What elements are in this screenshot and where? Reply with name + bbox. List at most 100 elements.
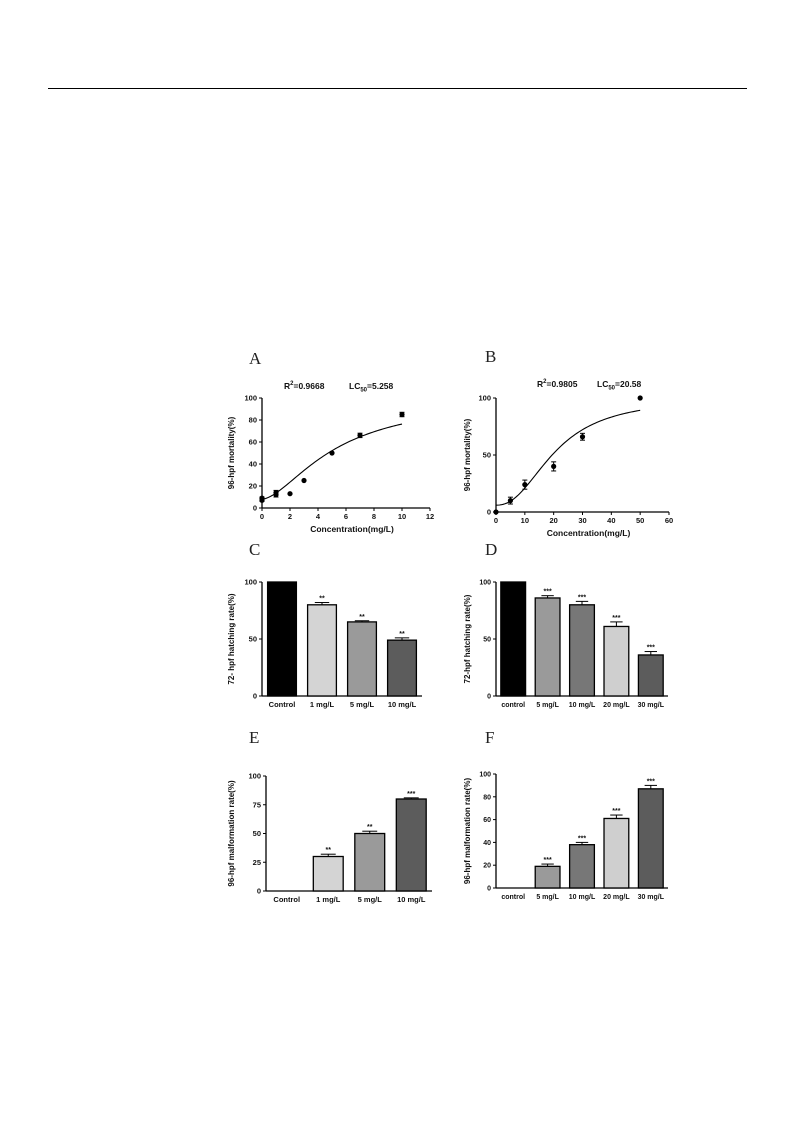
panel-label-a: A: [249, 349, 262, 368]
r-squared-a: R2=0.9668: [284, 381, 325, 391]
category-label: 5 mg/L: [350, 700, 375, 709]
data-point: [273, 490, 279, 496]
significance-marker: ***: [578, 594, 586, 601]
category-label: control: [501, 894, 525, 901]
y-tick-label: 100: [244, 394, 257, 403]
fit-curve: [261, 423, 403, 500]
category-label: 5 mg/L: [358, 895, 383, 904]
category-label: 20 mg/L: [603, 702, 630, 709]
panel-label-c: C: [249, 540, 261, 559]
y-axis-label: 72-hpf hatching rate(%): [463, 594, 472, 683]
bar: [568, 844, 596, 889]
category-label: 30 mg/L: [638, 894, 665, 901]
significance-marker: ***: [544, 589, 552, 596]
data-point: [357, 432, 363, 438]
significance-marker: **: [367, 824, 373, 831]
y-tick-label: 80: [249, 416, 257, 425]
y-tick-label: 0: [487, 694, 491, 701]
chart-panel-a: 0 20 40 60 80 100 96-hpf mortality(%) 0 2 4 6 8 10 12…: [227, 394, 434, 535]
bar: [568, 604, 596, 697]
y-axis-label: 96-hpf malformation rate(%): [227, 780, 236, 887]
header-rule: [48, 88, 747, 89]
x-tick-label: 60: [665, 516, 673, 525]
data-point: [551, 463, 557, 469]
y-tick-label: 100: [479, 580, 491, 587]
data-point: [399, 411, 405, 418]
category-label: control: [501, 702, 525, 709]
significance-marker: **: [326, 847, 332, 854]
bar: [266, 581, 298, 697]
y-tick-label: 0: [257, 887, 261, 896]
y-axis-label: 72- hpf hatching rate(%): [227, 593, 236, 684]
data-point: [637, 395, 643, 401]
x-tick-label: 8: [372, 512, 376, 521]
y-tick-label: 60: [483, 817, 491, 824]
x-tick-label: 12: [426, 512, 434, 521]
category-label: 10 mg/L: [569, 702, 596, 709]
category-label: Control: [269, 700, 296, 709]
data-point: [287, 491, 293, 497]
y-tick-label: 40: [249, 460, 257, 469]
y-axis-label: 96-hpf mortality(%): [227, 416, 236, 489]
bar: [637, 788, 664, 889]
bar: [312, 855, 344, 892]
y-tick-label: 40: [483, 840, 491, 847]
y-tick-label: 0: [253, 692, 257, 701]
data-point: [507, 498, 514, 504]
significance-marker: **: [359, 614, 365, 621]
y-tick-label: 100: [478, 394, 491, 403]
y-tick-label: 60: [249, 438, 257, 447]
x-tick-label: 30: [578, 516, 586, 525]
chart-panel-b: 0 50 100 96-hpf mortality(%) 0 10 20 30 40 50 60 Co…: [463, 394, 673, 539]
bar: [534, 865, 561, 889]
bar: [534, 597, 561, 697]
significance-marker: ***: [407, 791, 415, 798]
bar: [603, 625, 630, 697]
y-tick-label: 0: [487, 508, 491, 517]
y-tick-label: 0: [253, 504, 257, 513]
x-tick-label: 20: [549, 516, 557, 525]
fit-curve: [495, 409, 641, 506]
category-label: 10 mg/L: [569, 894, 596, 901]
y-tick-label: 100: [479, 772, 491, 779]
x-tick-label: 2: [288, 512, 292, 521]
data-point: [493, 509, 499, 515]
data-point: [301, 477, 307, 484]
data-point: [259, 495, 265, 501]
bar: [603, 817, 630, 889]
panel-label-b: B: [485, 347, 497, 366]
significance-marker: ***: [612, 615, 620, 622]
significance-marker: ***: [612, 808, 620, 815]
bar: [500, 581, 527, 697]
significance-marker: ***: [647, 778, 655, 785]
y-tick-label: 25: [253, 858, 261, 867]
x-axis-label: Concentration(mg/L): [547, 528, 631, 538]
r-squared-b: R2=0.9805: [537, 379, 578, 389]
chart-panel-e: 0 25 50 75 100 96-hpf malformation rate(%) Con…: [227, 772, 432, 904]
x-tick-label: 6: [344, 512, 348, 521]
lc50-a: LC50=5.258: [349, 381, 394, 394]
x-axis-label: Concentration(mg/L): [310, 524, 394, 534]
category-label: Control: [273, 895, 300, 904]
category-label: 20 mg/L: [603, 894, 630, 901]
y-tick-label: 0: [487, 886, 491, 893]
x-tick-label: 0: [260, 512, 264, 521]
chart-panel-f: 0 20 40 60 80 100 96-hpf malformation rate(%) c…: [463, 772, 668, 901]
x-tick-label: 4: [316, 512, 321, 521]
y-tick-label: 20: [483, 863, 491, 870]
bar: [386, 639, 418, 697]
y-tick-label: 50: [249, 635, 257, 644]
y-tick-label: 50: [483, 451, 491, 460]
category-label: 10 mg/L: [388, 700, 417, 709]
y-tick-label: 50: [253, 829, 261, 838]
x-tick-label: 40: [607, 516, 615, 525]
significance-marker: **: [319, 596, 325, 603]
category-label: 5 mg/L: [536, 702, 559, 709]
category-label: 1 mg/L: [310, 700, 335, 709]
significance-marker: ***: [578, 835, 586, 842]
bar: [637, 654, 664, 697]
bar: [395, 798, 427, 892]
data-point: [579, 434, 586, 440]
y-axis-label: 96-hpf malformation rate(%): [463, 778, 472, 885]
category-label: 30 mg/L: [638, 702, 665, 709]
